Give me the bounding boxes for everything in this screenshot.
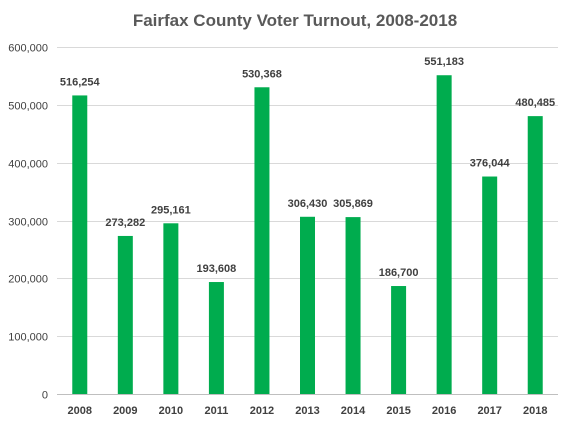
bar xyxy=(208,282,224,394)
x-tick-label: 2009 xyxy=(113,405,137,417)
x-tick-label: 2010 xyxy=(159,405,183,417)
x-tick-label: 2012 xyxy=(250,405,274,417)
bar xyxy=(345,217,361,394)
chart-title: Fairfax County Voter Turnout, 2008-2018 xyxy=(133,11,457,30)
data-label: 193,608 xyxy=(197,263,237,275)
bar xyxy=(163,223,179,394)
y-tick-label: 500,000 xyxy=(8,101,48,113)
x-tick-label: 2018 xyxy=(523,405,547,417)
data-label: 376,044 xyxy=(470,158,511,170)
x-tick-label: 2011 xyxy=(204,405,228,417)
bar xyxy=(482,176,498,394)
bar xyxy=(436,75,452,395)
y-axis-tick-labels: 0 100,000 200,000 300,000 400,000 500,000 600,… xyxy=(8,43,48,402)
data-label: 306,430 xyxy=(288,198,328,210)
x-tick-label: 2008 xyxy=(68,405,92,417)
data-label: 295,161 xyxy=(151,204,191,216)
y-tick-label: 600,000 xyxy=(8,43,48,55)
data-label: 516,254 xyxy=(60,76,101,88)
x-tick-label: 2015 xyxy=(386,405,410,417)
x-tick-label: 2014 xyxy=(341,405,366,417)
y-tick-label: 300,000 xyxy=(8,217,48,229)
x-tick-label: 2016 xyxy=(432,405,456,417)
data-label: 530,368 xyxy=(242,68,282,80)
x-axis-tick-labels: 2008 2009 2010 2011 2012 2013 2014 2015 2016 2017… xyxy=(68,405,548,417)
data-label: 186,700 xyxy=(379,267,419,279)
y-tick-label: 200,000 xyxy=(8,274,48,286)
data-labels: 516,254 273,282 295,161 193,608 530,368 306,4… xyxy=(60,56,555,279)
x-tick-label: 2013 xyxy=(295,405,319,417)
y-tick-label: 0 xyxy=(42,390,48,402)
y-tick-label: 400,000 xyxy=(8,159,48,171)
bar xyxy=(300,216,315,394)
bars xyxy=(72,75,543,395)
data-label: 273,282 xyxy=(105,217,145,229)
bar xyxy=(254,87,270,394)
data-label: 551,183 xyxy=(424,56,464,68)
bar xyxy=(391,286,407,394)
bar xyxy=(527,116,543,394)
data-label: 480,485 xyxy=(515,97,555,109)
bar xyxy=(72,95,88,394)
y-tick-label: 100,000 xyxy=(8,332,48,344)
bar xyxy=(117,235,133,394)
data-label: 305,869 xyxy=(333,198,373,210)
x-tick-label: 2017 xyxy=(477,405,501,417)
